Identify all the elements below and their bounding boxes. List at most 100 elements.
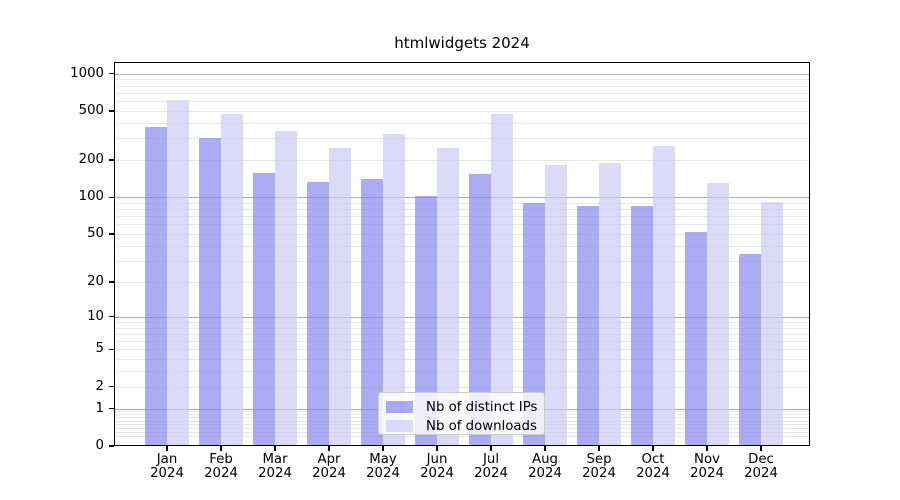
y-tick-label-20: 20 (87, 273, 104, 289)
x-tick-apr (328, 446, 330, 451)
legend-item-distinct-ips: Nb of distinct IPs (386, 398, 544, 417)
gridline-minor (114, 321, 810, 323)
bar-distinct-ips-sep (577, 205, 599, 446)
bar-downloads-nov (707, 182, 729, 446)
gridline-minor (114, 110, 810, 112)
y-tick-label-10: 10 (87, 308, 104, 324)
x-tick-label-feb: Feb 2024 (204, 452, 238, 481)
bar-distinct-ips-mar (253, 173, 275, 446)
y-tick-label-1: 1 (95, 400, 104, 416)
bar-downloads-jul (491, 114, 513, 446)
gridline-minor (114, 260, 810, 262)
bar-distinct-ips-may (361, 179, 383, 446)
x-tick-aug (544, 446, 546, 451)
gridline-minor (114, 202, 810, 204)
x-tick-oct (652, 446, 654, 451)
gridline-minor (114, 371, 810, 373)
gridline-minor (114, 209, 810, 211)
gridline-major (114, 73, 810, 75)
bar-downloads-sep (599, 162, 621, 446)
bar-distinct-ips-jul (469, 173, 491, 446)
y-tick-100 (109, 196, 114, 198)
gridline-minor (114, 436, 810, 438)
x-tick-mar (274, 446, 276, 451)
x-tick-jul (490, 446, 492, 451)
y-tick-50 (109, 233, 114, 235)
legend-swatch-downloads (386, 419, 413, 433)
legend-swatch-distinct-ips (386, 400, 413, 414)
gridline-major (114, 316, 810, 318)
x-tick-label-jan: Jan 2024 (150, 452, 184, 481)
bar-distinct-ips-nov (685, 231, 707, 446)
legend: Nb of distinct IPs Nb of downloads (378, 392, 545, 435)
legend-label-downloads: Nb of downloads (426, 418, 537, 434)
gridline-minor (114, 122, 810, 124)
gridline-minor (114, 234, 810, 236)
x-tick-label-jun: Jun 2024 (420, 452, 454, 481)
bar-distinct-ips-aug (523, 203, 545, 446)
x-tick-label-sep: Sep 2024 (582, 452, 616, 481)
x-tick-label-nov: Nov 2024 (690, 452, 724, 481)
y-tick-label-5: 5 (95, 341, 104, 357)
gridline-minor (114, 386, 810, 388)
gridline-minor (114, 138, 810, 140)
gridline-minor (114, 341, 810, 343)
y-tick-1 (109, 407, 114, 410)
gridline-minor (114, 359, 810, 361)
y-tick-0 (109, 445, 114, 447)
bar-distinct-ips-feb (199, 138, 221, 446)
legend-label-distinct-ips: Nb of distinct IPs (426, 399, 538, 415)
bar-distinct-ips-dec (739, 254, 761, 446)
gridline-minor (114, 92, 810, 94)
bar-distinct-ips-jun (415, 196, 437, 446)
y-tick-label-500: 500 (78, 102, 104, 118)
chart-title: htmlwidgets 2024 (394, 34, 530, 52)
y-tick-5 (109, 348, 114, 351)
y-tick-label-0: 0 (95, 438, 104, 453)
bar-layer (114, 62, 810, 446)
bar-downloads-jun (437, 147, 459, 446)
gridline-minor (114, 245, 810, 247)
bar-downloads-dec (761, 201, 783, 446)
gridline-minor (114, 327, 810, 329)
x-tick-sep (598, 446, 600, 451)
x-tick-nov (706, 446, 708, 451)
y-tick-200 (109, 159, 114, 161)
bar-downloads-jan (167, 99, 189, 446)
gridline-minor (114, 281, 810, 283)
y-tick-2 (109, 386, 114, 388)
gridline-minor (114, 85, 810, 87)
x-tick-label-aug: Aug 2024 (528, 452, 562, 481)
x-tick-label-may: May 2024 (366, 452, 400, 481)
bar-downloads-mar (275, 131, 297, 446)
bar-downloads-may (383, 133, 405, 446)
y-tick-label-50: 50 (87, 226, 104, 242)
gridline-minor (114, 333, 810, 335)
x-tick-jan (166, 446, 168, 451)
y-tick-label-2: 2 (95, 378, 104, 394)
gridline-minor (114, 160, 810, 162)
y-tick-500 (109, 110, 114, 112)
gridline-minor (114, 79, 810, 81)
y-tick-1000 (109, 72, 114, 75)
y-tick-10 (109, 316, 114, 318)
legend-item-downloads: Nb of downloads (386, 417, 544, 436)
bar-downloads-aug (545, 165, 567, 446)
x-tick-label-dec: Dec 2024 (744, 452, 778, 481)
gridline-major (114, 197, 810, 199)
gridline-minor (114, 224, 810, 226)
y-tick-label-200: 200 (78, 152, 104, 168)
bar-downloads-oct (653, 146, 675, 446)
y-tick-label-100: 100 (78, 189, 104, 205)
x-tick-feb (220, 446, 222, 451)
x-tick-label-apr: Apr 2024 (312, 452, 346, 481)
gridline-minor (114, 216, 810, 218)
x-tick-label-mar: Mar 2024 (258, 452, 292, 481)
bar-downloads-apr (329, 148, 351, 446)
bar-distinct-ips-apr (307, 182, 329, 446)
x-tick-label-jul: Jul 2024 (474, 452, 508, 481)
gridline-minor (114, 101, 810, 103)
x-tick-label-oct: Oct 2024 (636, 452, 670, 481)
y-tick-label-1000: 1000 (70, 65, 104, 81)
